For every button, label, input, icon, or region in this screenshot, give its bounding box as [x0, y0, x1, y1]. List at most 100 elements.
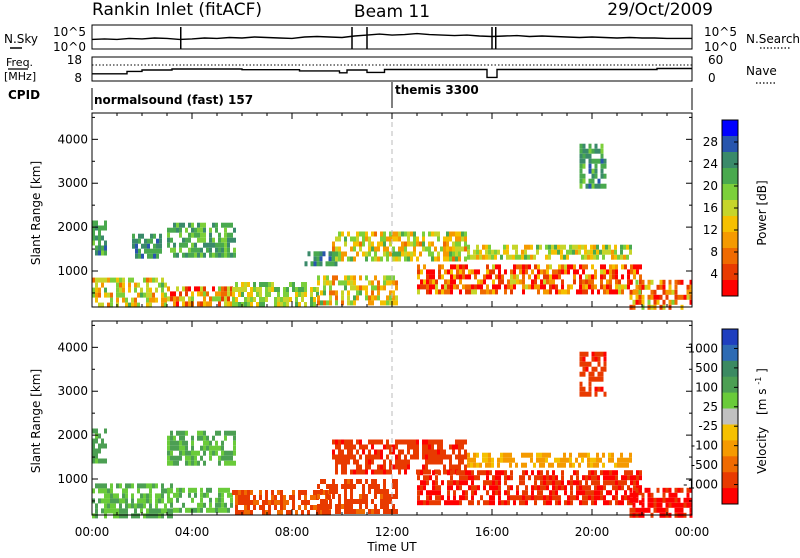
range-cell: [671, 299, 675, 305]
range-cell: [143, 498, 146, 504]
range-cell: [621, 274, 624, 280]
range-cell: [560, 457, 563, 463]
range-cell: [450, 480, 453, 486]
range-cell: [197, 450, 200, 456]
range-cell: [101, 488, 104, 494]
range-cell: [638, 507, 642, 513]
range-cell: [104, 498, 107, 504]
range-cell: [307, 251, 311, 257]
range-cell: [191, 450, 194, 456]
range-cell: [566, 457, 569, 463]
range-cell: [404, 256, 407, 262]
range-cell: [441, 495, 444, 501]
range-cell: [377, 439, 380, 445]
range-cell: [464, 241, 467, 247]
range-cell: [256, 302, 259, 307]
range-cell: [170, 483, 173, 489]
range-cell: [420, 480, 423, 486]
x-tick-label: 16:00: [475, 525, 510, 539]
range-cell: [630, 470, 633, 476]
range-cell: [609, 269, 612, 275]
range-cell: [464, 246, 467, 252]
range-cell: [140, 483, 143, 489]
range-cell: [480, 470, 483, 476]
range-cell: [506, 254, 509, 260]
range-cell: [569, 244, 572, 250]
range-cell: [668, 492, 672, 498]
range-cell: [588, 376, 592, 382]
range-cell: [146, 287, 149, 293]
range-cell: [416, 256, 419, 262]
range-cell: [233, 237, 236, 243]
range-cell: [317, 484, 320, 489]
range-cell: [143, 483, 146, 489]
range-cell: [170, 513, 173, 519]
range-cell: [235, 297, 238, 302]
range-cell: [383, 300, 386, 306]
range-cell: [392, 280, 395, 286]
range-cell: [561, 470, 564, 476]
range-cell: [224, 237, 227, 243]
range-cell: [504, 490, 507, 496]
range-cell: [170, 435, 173, 441]
range-cell: [224, 435, 227, 441]
range-cell: [665, 289, 669, 295]
range-cell: [407, 439, 410, 445]
range-cell: [407, 464, 410, 470]
range-cell: [92, 443, 95, 449]
range-cell: [593, 457, 596, 463]
range-cell: [368, 251, 371, 257]
range-cell: [344, 454, 347, 460]
range-cell: [519, 495, 522, 501]
range-cell: [401, 246, 404, 252]
range-cell: [455, 241, 458, 247]
range-cell: [620, 457, 623, 463]
range-cell: [149, 513, 152, 519]
range-cell: [104, 483, 107, 489]
range-cell: [185, 460, 188, 466]
range-cell: [576, 470, 579, 476]
range-cell: [426, 284, 429, 290]
y-tick-label: 2000: [57, 428, 88, 442]
range-cell: [510, 470, 513, 476]
range-cell: [588, 470, 591, 476]
range-cell: [235, 500, 238, 505]
range-cell: [584, 254, 587, 260]
range-cell: [435, 490, 438, 496]
range-cell: [341, 256, 344, 262]
range-cell: [104, 220, 107, 226]
range-cell: [449, 459, 452, 465]
range-cell: [92, 230, 95, 236]
range-cell: [575, 249, 578, 255]
range-cell: [395, 236, 398, 242]
range-cell: [95, 428, 98, 434]
range-cell: [256, 287, 259, 292]
range-cell: [588, 274, 591, 280]
range-cell: [431, 256, 434, 262]
range-cell: [603, 485, 606, 491]
range-cell: [191, 497, 194, 503]
range-cell: [125, 508, 128, 514]
range-cell: [452, 251, 455, 257]
range-cell: [143, 277, 146, 283]
range-cell: [582, 158, 586, 164]
range-cell: [398, 236, 401, 242]
range-cell: [641, 284, 645, 290]
range-cell: [158, 513, 161, 519]
range-cell: [632, 289, 636, 295]
range-cell: [588, 386, 592, 392]
range-cell: [206, 435, 209, 441]
range-cell: [164, 282, 167, 288]
range-cell: [566, 254, 569, 260]
range-cell: [304, 261, 308, 267]
range-cell: [593, 254, 596, 260]
range-cell: [624, 470, 627, 476]
range-cell: [113, 493, 116, 499]
range-cell: [611, 254, 614, 260]
range-cell: [335, 439, 338, 445]
range-cell: [332, 290, 335, 296]
range-cell: [386, 275, 389, 281]
range-cell: [426, 279, 429, 285]
range-cell: [253, 495, 256, 500]
y-tick-label: 4000: [57, 132, 88, 146]
